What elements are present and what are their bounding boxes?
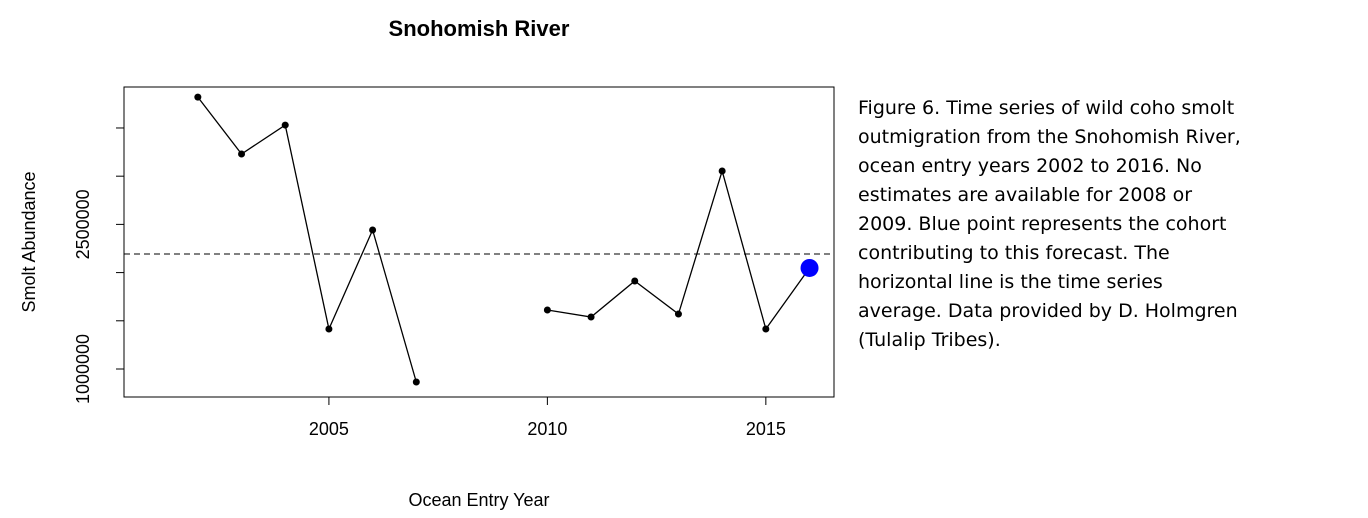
point <box>194 93 202 101</box>
chart: Snohomish River Ocean Entry Year Smolt A… <box>19 16 835 510</box>
point <box>325 325 333 333</box>
point <box>762 325 770 333</box>
caption-line: outmigration from the Snohomish River, <box>858 126 1241 148</box>
point <box>412 378 420 386</box>
point <box>587 313 595 321</box>
caption-line: estimates are available for 2008 or <box>858 184 1193 206</box>
highlight-point <box>800 258 819 277</box>
chart-title: Snohomish River <box>389 16 570 41</box>
caption-line: (Tulalip Tribes). <box>858 329 1001 351</box>
point <box>631 277 639 285</box>
x-axis-label: Ocean Entry Year <box>408 490 549 510</box>
series-line <box>197 96 811 383</box>
point <box>281 121 289 129</box>
point <box>718 167 726 175</box>
caption-line: 2009. Blue point represents the cohort <box>858 213 1227 235</box>
plot-frame <box>123 86 835 398</box>
point <box>674 310 682 318</box>
caption-line: average. Data provided by D. Holmgren <box>858 300 1238 322</box>
point <box>543 306 551 314</box>
caption-line: Figure 6. Time series of wild coho smolt <box>858 97 1235 119</box>
caption: Figure 6. Time series of wild coho smolt… <box>858 94 1358 355</box>
y-axis-label: Smolt Abundance <box>19 171 39 312</box>
caption-line: horizontal line is the time series <box>858 271 1163 293</box>
x-tick-label: 2015 <box>746 419 786 439</box>
y-tick-label: 2500000 <box>73 189 93 259</box>
caption-line: ocean entry years 2002 to 2016. No <box>858 155 1202 177</box>
x-tick-label: 2005 <box>309 419 349 439</box>
y-tick-label: 1000000 <box>73 334 93 404</box>
caption-line: contributing to this forecast. The <box>858 242 1170 264</box>
point <box>238 150 246 158</box>
point <box>369 226 377 234</box>
x-tick-label: 2010 <box>527 419 567 439</box>
